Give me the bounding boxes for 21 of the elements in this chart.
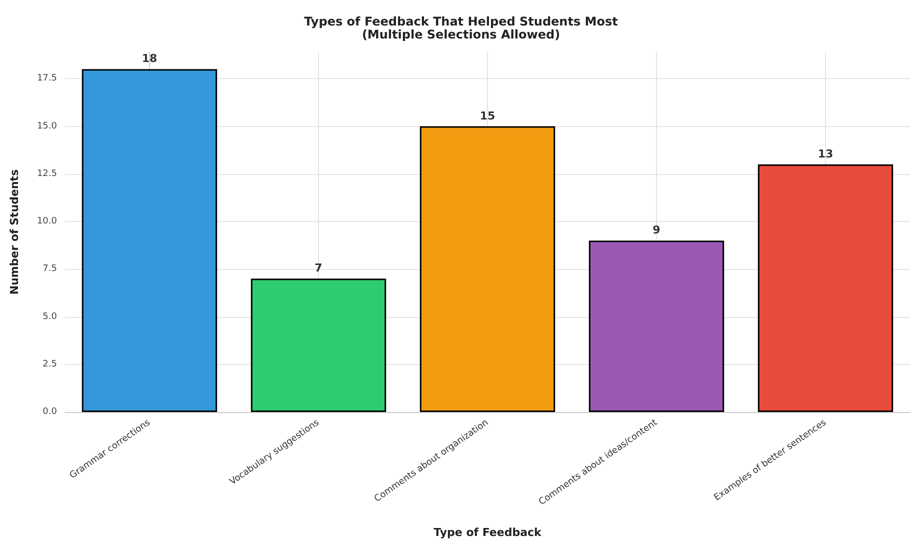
data-label: 15 bbox=[480, 109, 496, 122]
y-tick-label: 10.0 bbox=[36, 216, 58, 227]
y-tick-label: 12.5 bbox=[36, 168, 57, 179]
y-tick-label: 15.0 bbox=[36, 121, 58, 132]
y-tick-label: 17.5 bbox=[36, 74, 57, 84]
y-tick-label: 0.0 bbox=[42, 407, 58, 417]
x-axis-title: Type of Feedback bbox=[434, 526, 542, 539]
y-tick-label: 5.0 bbox=[42, 312, 58, 322]
bar bbox=[250, 278, 386, 412]
y-tick-label: 2.5 bbox=[42, 359, 57, 370]
chart-title: Types of Feedback That Helped Students Most (Multiple Selections Allowed) bbox=[304, 14, 618, 42]
data-label: 18 bbox=[142, 52, 158, 66]
data-label: 7 bbox=[314, 262, 322, 275]
bar bbox=[82, 69, 218, 412]
bar bbox=[420, 126, 556, 412]
bar bbox=[588, 240, 724, 412]
bar bbox=[758, 164, 894, 412]
data-label: 9 bbox=[652, 224, 660, 237]
data-label: 13 bbox=[818, 147, 834, 160]
y-tick-label: 7.5 bbox=[42, 264, 57, 274]
y-axis-title: Number of Students bbox=[8, 168, 21, 295]
